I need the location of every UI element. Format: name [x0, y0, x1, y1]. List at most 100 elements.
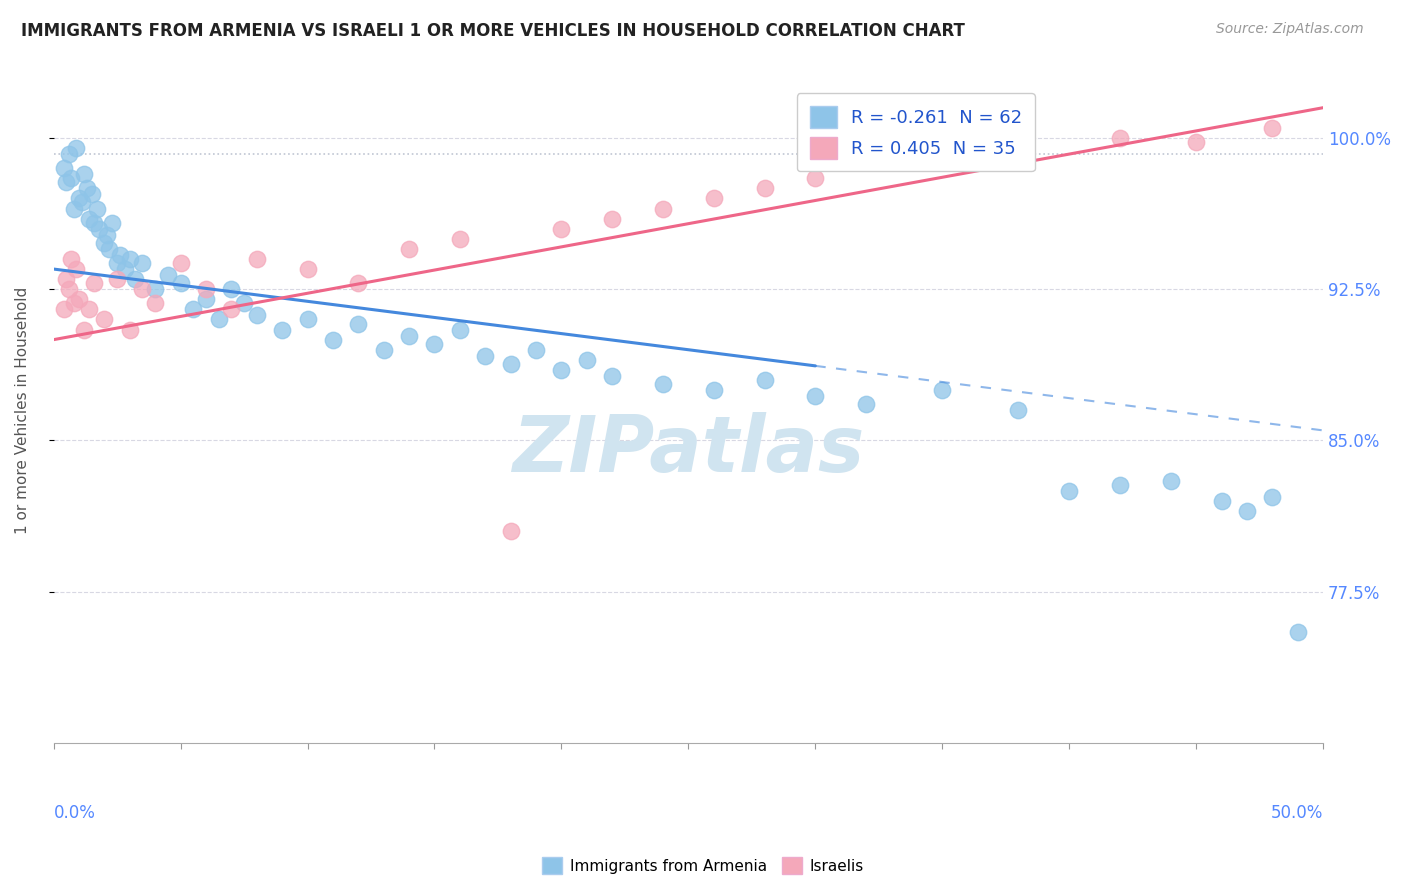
Point [83, 216, 105, 230]
Point [297, 312, 319, 326]
Text: IMMIGRANTS FROM ARMENIA VS ISRAELI 1 OR MORE VEHICLES IN HOUSEHOLD CORRELATION C: IMMIGRANTS FROM ARMENIA VS ISRAELI 1 OR … [21, 22, 965, 40]
Point [93, 312, 115, 326]
Point [86, 202, 108, 216]
Point [1236, 504, 1258, 518]
Point [398, 328, 420, 343]
Point [1109, 478, 1132, 492]
Point [131, 256, 153, 270]
Point [221, 282, 243, 296]
Text: Source: ZipAtlas.com: Source: ZipAtlas.com [1216, 22, 1364, 37]
Point [1160, 474, 1182, 488]
Point [1007, 147, 1029, 161]
Point [221, 302, 243, 317]
Point [55, 175, 77, 189]
Point [297, 262, 319, 277]
Point [754, 373, 776, 387]
Text: 50.0%: 50.0% [1271, 804, 1323, 822]
Point [114, 262, 136, 277]
Point [70, 195, 93, 210]
Point [194, 293, 217, 307]
Point [63, 296, 86, 310]
Point [931, 155, 953, 169]
Point [96, 227, 118, 242]
Point [67, 293, 90, 307]
Point [73, 322, 96, 336]
Legend: Immigrants from Armenia, Israelis: Immigrants from Armenia, Israelis [536, 851, 870, 880]
Point [73, 167, 96, 181]
Point [60, 252, 83, 266]
Point [855, 397, 877, 411]
Point [524, 343, 547, 357]
Point [499, 524, 522, 539]
Point [194, 282, 217, 296]
Point [108, 248, 131, 262]
Point [449, 232, 471, 246]
Point [322, 333, 344, 347]
Point [1109, 131, 1132, 145]
Point [246, 309, 269, 323]
Point [246, 252, 269, 266]
Point [600, 368, 623, 383]
Point [1261, 490, 1284, 504]
Point [423, 336, 446, 351]
Point [1057, 483, 1080, 498]
Point [156, 268, 179, 282]
Point [105, 272, 128, 286]
Point [169, 256, 191, 270]
Point [1261, 120, 1284, 135]
Point [398, 242, 420, 256]
Point [118, 252, 141, 266]
Point [83, 276, 105, 290]
Point [804, 171, 827, 186]
Point [55, 272, 77, 286]
Point [652, 202, 675, 216]
Point [233, 296, 256, 310]
Point [52, 161, 75, 176]
Point [499, 357, 522, 371]
Point [347, 317, 370, 331]
Point [373, 343, 395, 357]
Point [67, 191, 90, 205]
Point [118, 322, 141, 336]
Point [1007, 403, 1029, 417]
Point [93, 235, 115, 250]
Point [58, 282, 80, 296]
Point [703, 191, 725, 205]
Point [101, 216, 124, 230]
Point [76, 181, 98, 195]
Point [931, 383, 953, 397]
Point [89, 221, 111, 235]
Point [550, 221, 572, 235]
Point [208, 312, 231, 326]
Point [169, 276, 191, 290]
Point [60, 171, 83, 186]
Y-axis label: 1 or more Vehicles in Household: 1 or more Vehicles in Household [15, 286, 30, 534]
Text: 0.0%: 0.0% [53, 804, 96, 822]
Point [271, 322, 294, 336]
Point [474, 349, 496, 363]
Point [105, 256, 128, 270]
Point [131, 282, 153, 296]
Point [124, 272, 146, 286]
Point [804, 389, 827, 403]
Point [58, 147, 80, 161]
Point [600, 211, 623, 226]
Point [63, 202, 86, 216]
Point [1211, 494, 1233, 508]
Point [652, 377, 675, 392]
Point [80, 187, 103, 202]
Point [575, 352, 598, 367]
Point [65, 262, 87, 277]
Point [143, 282, 166, 296]
Point [77, 302, 100, 317]
Point [550, 363, 572, 377]
Point [1185, 135, 1208, 149]
Point [181, 302, 204, 317]
Point [703, 383, 725, 397]
Point [347, 276, 370, 290]
Point [1286, 625, 1309, 640]
Point [98, 242, 121, 256]
Legend: R = -0.261  N = 62, R = 0.405  N = 35: R = -0.261 N = 62, R = 0.405 N = 35 [797, 93, 1035, 171]
Point [754, 181, 776, 195]
Text: ZIPatlas: ZIPatlas [512, 412, 865, 488]
